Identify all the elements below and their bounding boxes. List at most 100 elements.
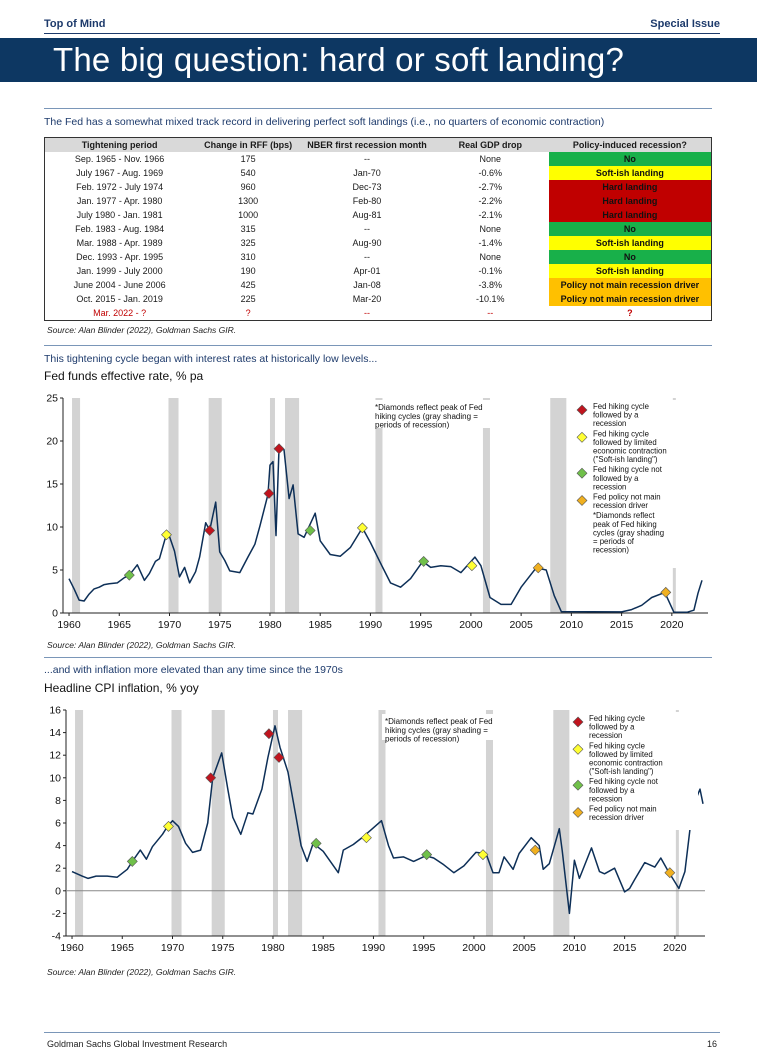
hike-peak-marker-yellow — [360, 832, 372, 844]
table-cell-period: Dec. 1993 - Apr. 1995 — [76, 251, 164, 262]
table-cell-nber: -- — [364, 153, 370, 164]
hike-peak-marker-red — [205, 772, 217, 784]
table-cell-gdp: -3.8% — [478, 279, 503, 290]
hike-peak-marker-red — [204, 525, 216, 536]
recession-band — [168, 398, 179, 613]
table-cell-nber: Aug-81 — [352, 209, 382, 220]
x-tick-label: 2000 — [459, 619, 483, 631]
hike-peak-marker-green — [310, 837, 322, 849]
legend-label: Fed policy not main recession driver — [593, 493, 661, 511]
table-cell-policy: ? — [627, 307, 633, 318]
cpi-chart: -4 -2 0 2 4 6 8 10 12 14 16 1960 1965 1970 1975 1980 198… — [49, 705, 705, 954]
y-tick-label: 20 — [46, 436, 58, 448]
hike-peak-marker-red — [263, 488, 275, 499]
table-cell-gdp: -10.1% — [476, 293, 505, 304]
x-tick-label: 2020 — [663, 942, 687, 954]
legend-label: Fed hiking cycle not followed by a recessi… — [593, 465, 663, 491]
hike-peak-marker-yellow — [477, 849, 489, 861]
table-cell-change: 310 — [240, 251, 256, 262]
hike-peak-marker-yellow — [466, 560, 478, 572]
recession-band — [550, 398, 567, 613]
note-box — [372, 400, 542, 428]
table-body: Sep. 1965 - Nov. 1966 175 -- None No July 196… — [45, 151, 712, 321]
table-cell-period: Oct. 2015 - Jan. 2019 — [76, 293, 163, 304]
chart2-source: Source: Alan Blinder (2022), Goldman Sac… — [47, 967, 237, 977]
table-cell-nber: Apr-01 — [353, 265, 381, 276]
x-tick-label: 1975 — [211, 942, 235, 954]
title-banner: The big question: hard or soft landing? — [0, 38, 757, 82]
chart1-heading: This tightening cycle began with interes… — [44, 353, 378, 365]
table-row: Feb. 1983 - Aug. 1984 315 -- None No — [45, 221, 712, 236]
table-cell-period: June 2004 - June 2006 — [73, 279, 166, 290]
table-cell-gdp: -0.1% — [478, 265, 503, 276]
table-cell-nber: Mar-20 — [352, 293, 382, 304]
page-title: The big question: hard or soft landing? — [53, 41, 625, 78]
table-cell-gdp: None — [479, 153, 502, 164]
recession-band — [288, 710, 303, 936]
recession-band — [72, 398, 81, 613]
x-tick-label: 2015 — [610, 619, 634, 631]
table-cell-nber: Jan-08 — [353, 279, 381, 290]
legend-marker-green — [572, 779, 584, 791]
x-tick-label: 2010 — [560, 619, 584, 631]
hike-peak-marker-red — [263, 728, 275, 740]
legend-marker-yellow — [576, 431, 588, 443]
x-tick-label: 1965 — [108, 619, 132, 631]
hike-peak-marker-green — [418, 555, 430, 567]
table-cell-change: 960 — [240, 181, 256, 192]
series-line — [71, 725, 704, 915]
table-cell-nber: -- — [364, 307, 370, 318]
table-cell-gdp: None — [479, 251, 502, 262]
table-cell-period: Feb. 1983 - Aug. 1984 — [75, 223, 165, 234]
y-tick-label: 16 — [49, 705, 61, 717]
hike-peak-marker-green — [123, 569, 135, 581]
y-tick-label: 2 — [55, 863, 61, 875]
chart1-title: Fed funds effective rate, % pa — [44, 369, 204, 383]
table-cell-gdp: -0.6% — [478, 167, 503, 178]
hike-peak-marker-red — [273, 443, 285, 455]
x-tick-label: 1970 — [158, 619, 182, 631]
legend-marker-red — [576, 404, 588, 416]
table-row: Oct. 2015 - Jan. 2019 225 Mar-20 -10.1% Poli… — [45, 291, 712, 306]
section-rule — [44, 657, 712, 658]
recession-band — [171, 710, 182, 936]
y-tick-label: 8 — [55, 795, 61, 807]
table-cell-period: July 1967 - Aug. 1969 — [76, 167, 164, 178]
table-cell-change: 315 — [240, 223, 256, 234]
chart2-heading: ...and with inflation more elevated than… — [44, 664, 343, 676]
table-cell-policy: Hard landing — [548, 179, 712, 194]
hike-peak-marker-yellow — [163, 820, 174, 832]
issue-label: Special Issue — [650, 18, 720, 30]
table-header-row: Tightening period Change in RFF (bps) NB… — [44, 137, 712, 152]
header-strip: Top of Mind Special Issue — [44, 14, 720, 34]
section-rule — [44, 345, 712, 346]
legend-marker-red — [572, 716, 584, 728]
chart1-source: Source: Alan Blinder (2022), Goldman Sac… — [47, 640, 237, 650]
x-tick-label: 1985 — [312, 942, 336, 954]
y-tick-label: 15 — [46, 479, 58, 491]
hike-peak-marker-orange — [532, 562, 544, 574]
y-tick-label: 6 — [55, 818, 61, 830]
table-cell-policy: Soft-ish landing — [548, 165, 712, 180]
note-box — [382, 714, 550, 740]
table-cell-gdp: -2.7% — [478, 181, 503, 192]
legend-label: Fed policy not main recession driver — [589, 805, 657, 823]
table-cell-gdp: -2.2% — [478, 195, 503, 206]
table-cell-policy: No — [548, 249, 712, 264]
legend-marker-green — [576, 467, 588, 479]
col-header: Tightening period — [44, 137, 195, 152]
table-cell-nber: Jan-70 — [353, 167, 381, 178]
table-row: July 1967 - Aug. 1969 540 Jan-70 -0.6% Soft-… — [45, 165, 712, 180]
recession-band — [375, 398, 383, 613]
recession-band — [553, 710, 570, 936]
legend-note: *Diamonds reflect peak of Fed hiking cycle… — [593, 511, 664, 554]
table-cell-period: Jan. 1999 - July 2000 — [76, 265, 163, 276]
table-cell-period: Feb. 1972 - July 1974 — [76, 181, 164, 192]
y-tick-label: -2 — [52, 908, 61, 920]
legend-box — [574, 400, 704, 568]
x-tick-label: 2005 — [509, 619, 533, 631]
table-cell-policy: No — [548, 151, 712, 166]
footer-rule — [44, 1032, 720, 1033]
table-row: Jan. 1977 - Apr. 1980 1300 Feb-80 -2.2% Hard… — [45, 193, 712, 208]
x-tick-label: 1960 — [60, 942, 84, 954]
